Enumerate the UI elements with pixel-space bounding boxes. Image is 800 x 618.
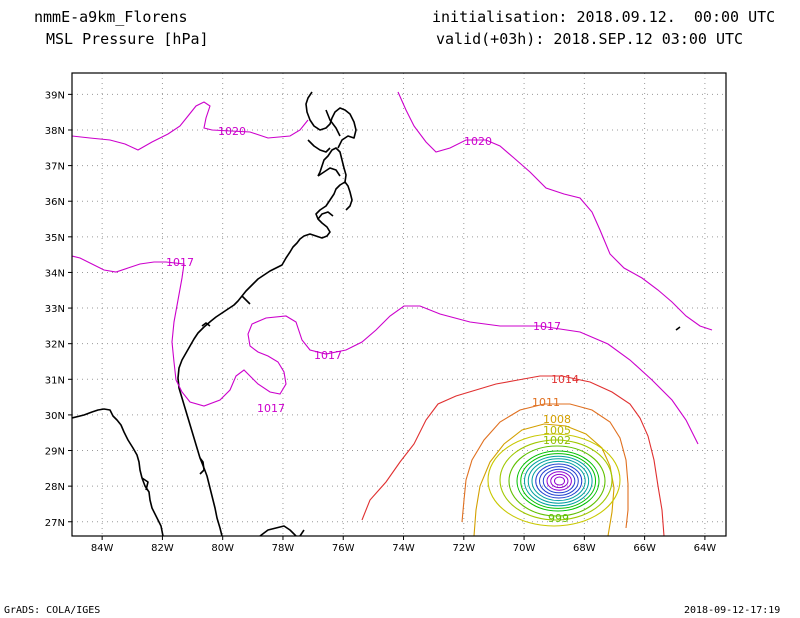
label-1020-west: 1020 <box>218 125 246 138</box>
isobar-1020-east <box>397 91 713 331</box>
plot-frame <box>71 72 727 537</box>
label-1017-a: 1017 <box>166 256 194 269</box>
footer-credit: GrADS: COLA/IGES <box>4 605 101 616</box>
isobar-1017-west <box>72 255 699 445</box>
isobar-1017 <box>72 255 699 445</box>
isobar-core-ring <box>516 450 600 512</box>
lon-tick-label: 72W <box>452 543 475 554</box>
isobar-core-ring <box>527 458 590 504</box>
lon-tick-label: 76W <box>332 543 355 554</box>
label-1020-east: 1020 <box>464 135 492 148</box>
isobar-core-ring <box>539 466 579 496</box>
isobar-core <box>516 450 600 512</box>
label-1011: 1011 <box>532 396 560 409</box>
contour-labels: 1020 1020 1017 1017 1017 1017 1014 1011 … <box>166 125 579 525</box>
label-1017-c: 1017 <box>314 349 342 362</box>
model-title: nmmE-a9km_Florens <box>34 8 188 26</box>
lat-tick-label: 29N <box>45 447 65 458</box>
lon-tick-label: 64W <box>694 543 717 554</box>
label-1017-b: 1017 <box>533 320 561 333</box>
isobar-999 <box>508 445 606 517</box>
isobar-1011 <box>461 403 629 529</box>
latitude-axis: 39N 38N 37N 36N 35N 34N 33N 32N 31N 30N 29N 28N 27N <box>45 90 72 529</box>
isobar-core-ring <box>520 453 597 509</box>
label-1005: 1005 <box>543 424 571 437</box>
lon-tick-label: 74W <box>392 543 415 554</box>
isobar-core-ring <box>542 468 576 494</box>
lon-tick-label: 66W <box>633 543 656 554</box>
longitude-axis: 84W 82W 80W 78W 76W 74W 72W 70W 68W 66W 64W <box>91 536 716 554</box>
grid <box>72 73 726 536</box>
isobar-1020 <box>72 91 713 331</box>
lon-tick-label: 68W <box>573 543 596 554</box>
lat-tick-label: 33N <box>45 304 65 315</box>
label-1017-d: 1017 <box>257 402 285 415</box>
label-1002: 1002 <box>543 434 571 447</box>
lon-tick-label: 80W <box>211 543 234 554</box>
lat-tick-label: 34N <box>45 268 65 279</box>
isobar-1002 <box>499 439 613 521</box>
label-1014: 1014 <box>551 373 579 386</box>
lat-tick-label: 32N <box>45 340 65 351</box>
lat-tick-label: 27N <box>45 518 65 529</box>
isobar-core-ring <box>535 463 583 499</box>
isobar-core-ring <box>550 473 569 489</box>
lat-tick-label: 31N <box>45 375 65 386</box>
field-title: MSL Pressure [hPa] <box>46 30 209 48</box>
isobar-core-ring <box>546 471 572 491</box>
label-1008: 1008 <box>543 413 571 426</box>
isobar-core-ring <box>554 476 565 486</box>
isobar-1014 <box>361 375 665 536</box>
lat-tick-label: 35N <box>45 233 65 244</box>
isobar-1020-west <box>72 101 309 151</box>
lat-tick-label: 38N <box>45 126 65 137</box>
lat-tick-label: 36N <box>45 197 65 208</box>
init-time: initialisation: 2018.09.12. 00:00 UTC <box>432 8 776 26</box>
lon-tick-label: 82W <box>151 543 174 554</box>
isobar-core-ring <box>524 455 593 507</box>
valid-time: valid(+03h): 2018.SEP.12 03:00 UTC <box>436 30 744 48</box>
lat-tick-label: 30N <box>45 411 65 422</box>
lat-tick-label: 28N <box>45 482 65 493</box>
label-999: 999 <box>548 512 569 525</box>
lat-tick-label: 37N <box>45 162 65 173</box>
coastline <box>72 91 681 536</box>
isobar-1008 <box>473 423 615 536</box>
lon-tick-label: 78W <box>272 543 295 554</box>
lon-tick-label: 84W <box>91 543 114 554</box>
lat-tick-label: 39N <box>45 90 65 101</box>
isobar-1005 <box>487 433 621 527</box>
isobar-core-ring <box>531 460 586 502</box>
lon-tick-label: 70W <box>513 543 536 554</box>
footer-timestamp: 2018-09-12-17:19 <box>684 605 781 616</box>
